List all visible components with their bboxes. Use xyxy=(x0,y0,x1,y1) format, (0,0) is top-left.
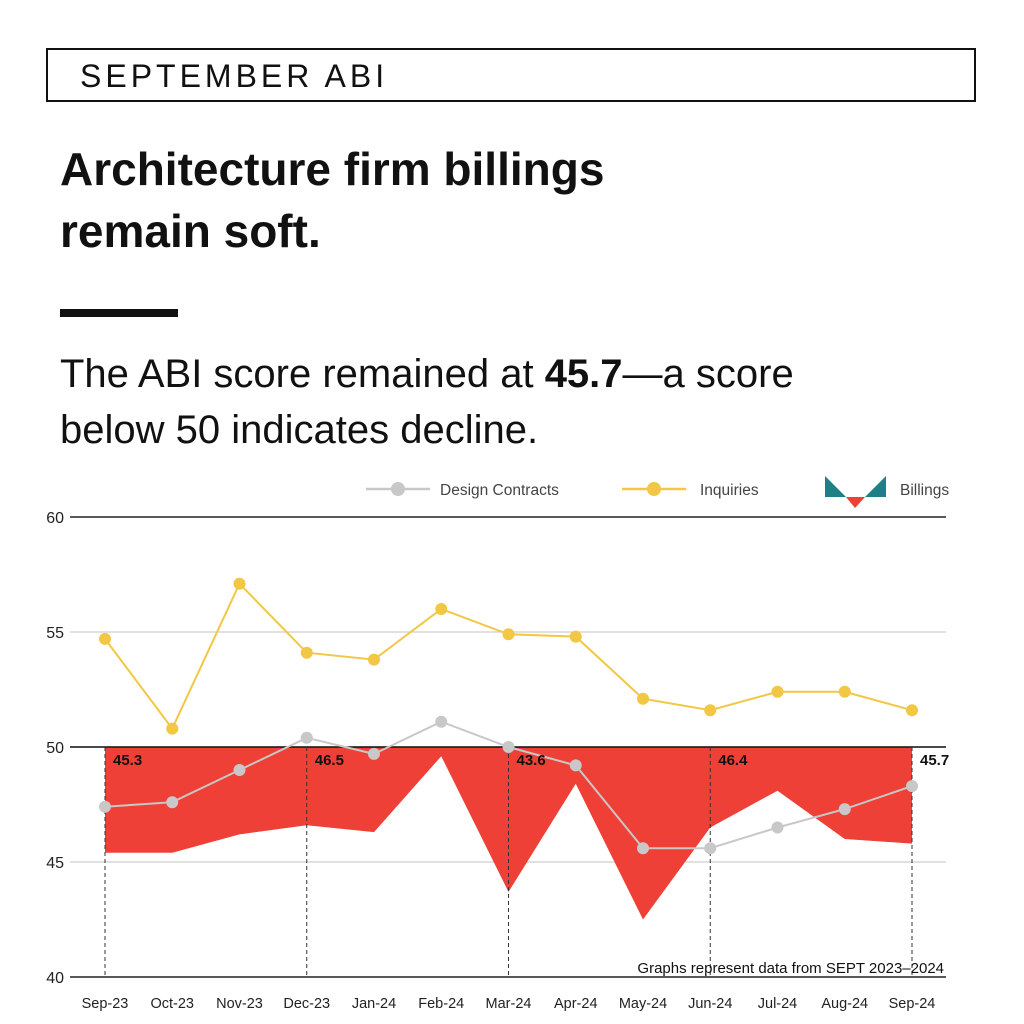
inquiries-point-dec-23 xyxy=(300,646,313,659)
subhead-prefix: The ABI score remained at xyxy=(60,352,545,396)
annotation-drop-lines xyxy=(104,747,913,977)
legend-billings-icon-bottom xyxy=(846,497,865,508)
x-tick-label-sep-23: Sep-23 xyxy=(82,996,129,1012)
annotation-label-jun-24: 46.4 xyxy=(718,752,748,769)
design-contracts-point-sep-23 xyxy=(99,800,111,813)
inquiries-line xyxy=(104,581,913,731)
subhead-suffix: —a score xyxy=(622,352,794,396)
legend-billings-icon-left xyxy=(825,476,846,497)
inquiries-point-jan-24 xyxy=(368,653,380,666)
design-contracts-point-nov-23 xyxy=(233,764,246,776)
design-contracts-point-feb-24 xyxy=(435,715,448,728)
inquiries-point-sep-24 xyxy=(906,704,918,717)
design-contracts-point-may-24 xyxy=(637,842,649,855)
x-tick-label-jul-24: Jul-24 xyxy=(758,996,798,1012)
y-tick-label-60: 60 xyxy=(46,510,64,527)
kicker: SEPTEMBER ABI xyxy=(80,58,389,94)
design-contracts-point-mar-24 xyxy=(502,741,515,753)
legend-billings-icon-right xyxy=(865,476,886,497)
x-tick-label-feb-24: Feb-24 xyxy=(418,996,464,1012)
source-note: Graphs represent data from SEPT 2023–202… xyxy=(637,960,944,977)
design-contracts-point-aug-24 xyxy=(838,803,851,816)
x-tick-label-sep-24: Sep-24 xyxy=(889,996,936,1012)
chart-labels: 40 45 50 55 60 Sep-23 Oct-23 Nov-23 Dec-23 Jan-24… xyxy=(46,510,949,1012)
y-tick-label-45: 45 xyxy=(46,855,64,872)
inquiries-point-jun-24 xyxy=(704,704,717,717)
headline-rule xyxy=(60,309,178,317)
x-tick-label-dec-23: Dec-23 xyxy=(283,996,330,1012)
legend-inquiries-label: Inquiries xyxy=(700,482,759,499)
x-tick-label-jan-24: Jan-24 xyxy=(352,996,396,1012)
headline-line-1: Architecture firm billings xyxy=(60,143,605,195)
x-tick-label-apr-24: Apr-24 xyxy=(554,996,598,1012)
inquiries-point-oct-23 xyxy=(166,722,179,735)
inquiries-point-may-24 xyxy=(637,692,649,705)
headline-line-2: remain soft. xyxy=(60,205,321,257)
legend-design-contracts-label: Design Contracts xyxy=(440,482,559,499)
legend-design-contracts-marker xyxy=(391,482,405,496)
inquiries-point-nov-23 xyxy=(233,577,246,590)
annotation-label-sep-23: 45.3 xyxy=(113,752,142,769)
y-tick-label-50: 50 xyxy=(46,740,64,757)
annotation-label-sep-24: 45.7 xyxy=(920,752,949,769)
inquiries-point-aug-24 xyxy=(838,685,851,698)
subhead: The ABI score remained at 45.7—a score b… xyxy=(60,346,960,458)
kicker-box: SEPTEMBER ABI xyxy=(46,48,976,102)
design-contracts-point-jul-24 xyxy=(771,821,784,834)
x-tick-label-nov-23: Nov-23 xyxy=(216,996,263,1012)
x-tick-label-mar-24: Mar-24 xyxy=(486,996,532,1012)
inquiries-point-apr-24 xyxy=(569,630,582,643)
design-contracts-point-jan-24 xyxy=(368,747,380,760)
design-contracts-point-dec-23 xyxy=(300,731,313,744)
headline: Architecture firm billings remain soft. xyxy=(60,138,960,262)
legend-billings-label: Billings xyxy=(900,482,949,499)
design-contracts-point-apr-24 xyxy=(569,759,582,772)
inquiries-point-mar-24 xyxy=(502,628,515,641)
subhead-line-2: below 50 indicates decline. xyxy=(60,408,539,452)
x-tick-label-jun-24: Jun-24 xyxy=(688,996,732,1012)
annotation-label-mar-24: 43.6 xyxy=(517,752,546,769)
design-contracts-point-oct-23 xyxy=(166,796,179,809)
legend-inquiries-marker xyxy=(647,482,661,496)
x-tick-label-aug-24: Aug-24 xyxy=(821,996,868,1012)
series-lines xyxy=(99,577,918,855)
inquiries-point-sep-23 xyxy=(99,632,111,645)
inquiries-point-feb-24 xyxy=(435,603,448,615)
design-contracts-point-jun-24 xyxy=(704,842,717,855)
x-tick-label-oct-23: Oct-23 xyxy=(150,996,194,1012)
x-tick-label-may-24: May-24 xyxy=(619,996,667,1012)
y-tick-label-55: 55 xyxy=(46,625,64,642)
subhead-value: 45.7 xyxy=(544,352,623,396)
chart-legend: Design Contracts Inquiries Billings xyxy=(366,476,949,508)
y-tick-label-40: 40 xyxy=(46,970,64,987)
inquiries-point-jul-24 xyxy=(771,685,784,698)
design-contracts-point-sep-24 xyxy=(906,780,918,793)
annotation-label-dec-23: 46.5 xyxy=(315,752,344,769)
